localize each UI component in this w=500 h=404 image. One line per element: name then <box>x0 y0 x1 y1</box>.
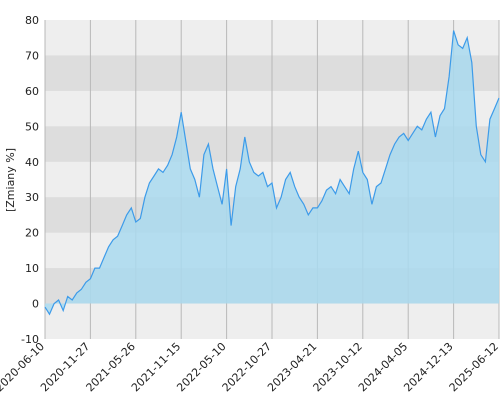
y-tick-label: -10 <box>21 333 39 346</box>
y-tick-label: 80 <box>25 14 39 27</box>
y-tick-label: 70 <box>25 49 39 62</box>
x-tick-label: 2025-06-12 <box>447 340 500 394</box>
line <box>44 30 500 316</box>
y-tick-label: 40 <box>25 156 39 169</box>
y-tick-label: 60 <box>25 85 39 98</box>
y-tick-label: 10 <box>25 262 39 275</box>
y-tick-label: 50 <box>25 120 39 133</box>
y-tick-label: 0 <box>32 298 39 311</box>
area <box>45 30 499 315</box>
y-tick-label: 20 <box>25 227 39 240</box>
y-tick-label: 30 <box>25 191 39 204</box>
y-axis-label: [Zmiany %] <box>4 148 17 212</box>
